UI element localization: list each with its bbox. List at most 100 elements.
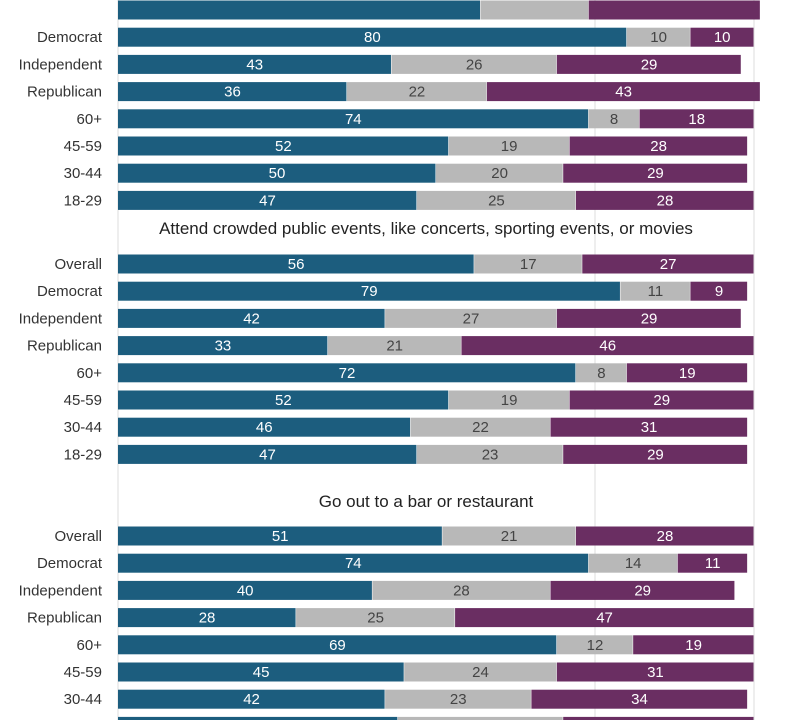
data-label: 80 xyxy=(364,29,381,46)
bar-segment xyxy=(550,417,748,437)
data-label: 31 xyxy=(647,664,664,681)
bar-segment xyxy=(582,254,754,274)
data-label: 19 xyxy=(679,365,696,382)
bar-segment xyxy=(385,689,531,709)
data-label: 17 xyxy=(520,256,537,273)
bar-segment xyxy=(118,662,404,682)
bar-segment xyxy=(575,526,754,546)
data-label: 42 xyxy=(243,691,260,708)
bar-segment xyxy=(416,190,576,210)
bar-segment xyxy=(620,281,690,301)
data-label: 11 xyxy=(705,555,721,572)
bar-segment xyxy=(677,553,748,573)
data-label: 42 xyxy=(243,310,260,327)
data-label: 51 xyxy=(272,528,289,545)
bar-segment xyxy=(556,635,633,655)
bar-segment xyxy=(639,109,754,129)
data-label: 69 xyxy=(329,637,346,654)
bar-row: Overall 51 21 28 xyxy=(54,526,754,546)
category-label: Independent xyxy=(19,56,103,73)
panel-title: Go out to a bar or restaurant xyxy=(319,492,534,511)
bar-segment xyxy=(442,526,576,546)
bar-row: Independent 40 28 29 xyxy=(19,580,735,600)
bar-segment xyxy=(480,0,589,20)
data-label: 43 xyxy=(615,84,632,101)
bar-row: Democrat 74 14 11 xyxy=(37,553,748,573)
bar-segment xyxy=(118,136,449,156)
data-label: 9 xyxy=(715,283,723,300)
data-label: 28 xyxy=(453,582,470,599)
data-label: 24 xyxy=(472,664,489,681)
data-label: 14 xyxy=(625,555,642,572)
bar-segment xyxy=(474,254,582,274)
data-label: 47 xyxy=(596,610,613,627)
bar-segment xyxy=(118,54,391,74)
category-label: 45-59 xyxy=(64,664,102,681)
data-label: 10 xyxy=(650,29,667,46)
bar-segment xyxy=(575,363,627,383)
chart-panel-1: Democrat 80 10 10 Independent 43 26 29 Republica… xyxy=(19,0,760,210)
bar-segment xyxy=(550,580,735,600)
bar-row: 18-29 47 25 28 xyxy=(64,190,754,210)
bar-segment xyxy=(588,109,640,129)
bar-segment xyxy=(118,417,411,437)
bar-segment xyxy=(118,254,474,274)
data-label: 29 xyxy=(641,56,658,73)
data-label: 29 xyxy=(653,392,670,409)
category-label: Democrat xyxy=(37,555,103,572)
category-label: Overall xyxy=(54,256,102,273)
category-label: Republican xyxy=(27,610,102,627)
data-label: 28 xyxy=(657,192,674,209)
data-label: 20 xyxy=(491,165,508,182)
data-label: 74 xyxy=(345,555,362,572)
category-label: 60+ xyxy=(77,637,103,654)
bar-segment xyxy=(569,390,754,410)
data-label: 47 xyxy=(259,192,276,209)
category-label: 18-29 xyxy=(64,446,102,463)
data-label: 74 xyxy=(345,111,362,128)
data-label: 11 xyxy=(648,283,664,300)
category-label: Independent xyxy=(19,582,103,599)
bar-segment xyxy=(118,390,449,410)
data-label: 27 xyxy=(463,310,480,327)
bar-segment xyxy=(404,662,557,682)
data-label: 46 xyxy=(599,338,616,355)
bar-segment xyxy=(416,444,563,464)
data-label: 22 xyxy=(409,84,426,101)
data-label: 29 xyxy=(647,446,664,463)
bar-segment xyxy=(397,716,563,720)
bar-segment xyxy=(448,136,570,156)
data-label: 34 xyxy=(631,691,648,708)
bar-row: 45-59 45 24 31 xyxy=(64,662,754,682)
chart-panel-2: Attend crowded public events, like conce… xyxy=(19,219,754,464)
bar-row: Independent 43 26 29 xyxy=(19,54,741,74)
data-label: 19 xyxy=(501,138,518,155)
bar-segment xyxy=(563,163,748,183)
bar-segment xyxy=(118,27,627,47)
bar-row: 45-59 52 19 29 xyxy=(64,390,754,410)
category-label: Republican xyxy=(27,84,102,101)
data-label: 45 xyxy=(253,664,270,681)
bar-segment xyxy=(448,390,570,410)
bar-segment xyxy=(118,336,328,356)
bar-row: 30-44 50 20 29 xyxy=(64,163,748,183)
category-label: 45-59 xyxy=(64,392,102,409)
bar-segment xyxy=(118,444,417,464)
bar-segment xyxy=(461,336,754,356)
data-label: 28 xyxy=(657,528,674,545)
category-label: Independent xyxy=(19,310,103,327)
bar-segment xyxy=(118,109,589,129)
category-label: 60+ xyxy=(77,365,103,382)
bar-row: Overall 56 17 27 xyxy=(54,254,754,274)
bar-row: 60+ 69 12 19 xyxy=(77,635,754,655)
bar-segment xyxy=(391,54,557,74)
bar-row: Republican 28 25 47 xyxy=(27,608,754,628)
bar-segment xyxy=(556,308,741,328)
data-label: 26 xyxy=(466,56,483,73)
data-label: 25 xyxy=(488,192,505,209)
data-label: 27 xyxy=(660,256,677,273)
category-label: 60+ xyxy=(77,111,103,128)
bar-row: 18-29 47 23 29 xyxy=(64,444,748,464)
bar-segment xyxy=(118,716,398,720)
